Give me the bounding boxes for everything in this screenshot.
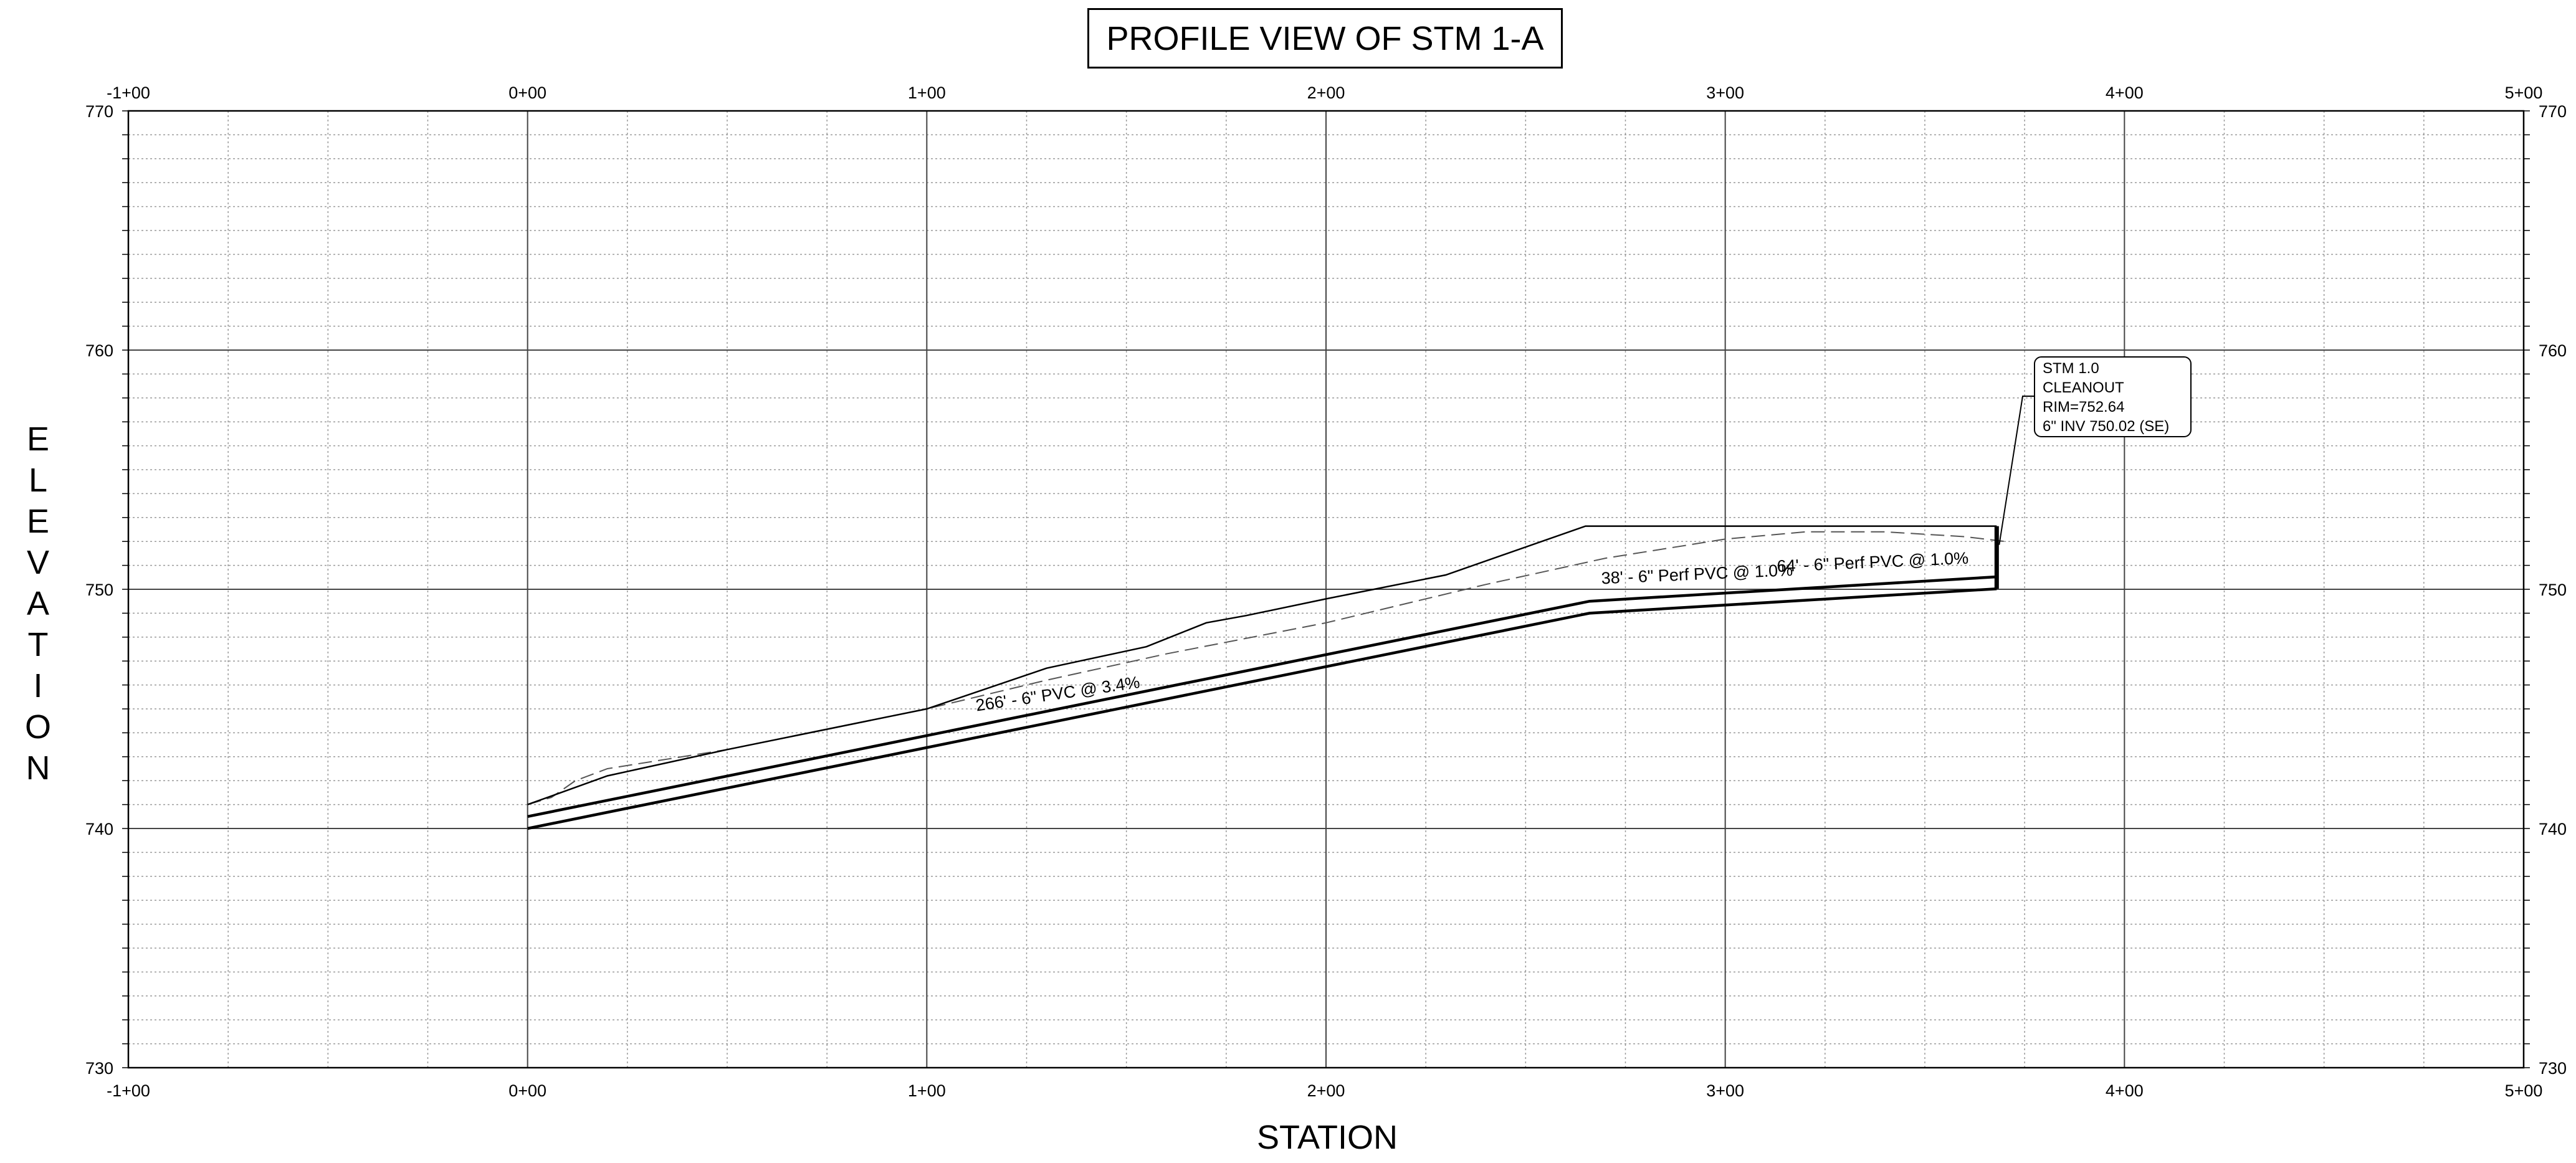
y-tick-label-left: 770 xyxy=(85,102,113,121)
x-tick-label-top: 4+00 xyxy=(2106,83,2144,102)
pipe-label-perf-64: 64' - 6" Perf PVC @ 1.0% xyxy=(1777,549,1969,576)
y-axis-title-letter: T xyxy=(27,626,49,663)
x-tick-label-top: -1+00 xyxy=(107,83,150,102)
pipe-top-line xyxy=(527,575,1997,819)
x-axis-title: STATION xyxy=(1257,1119,1398,1156)
x-tick-label-bottom: 2+00 xyxy=(1307,1081,1345,1100)
callout-line: 6" INV 750.02 (SE) xyxy=(2043,418,2170,435)
y-axis-title-letter: V xyxy=(26,544,50,581)
x-tick-label-top: 2+00 xyxy=(1307,83,1345,102)
plot-frame xyxy=(127,110,2525,1069)
y-tick-label-right: 740 xyxy=(2539,820,2567,838)
y-tick-label-left: 740 xyxy=(85,820,113,838)
y-axis-title-letter: N xyxy=(26,749,50,787)
callout-line: RIM=752.64 xyxy=(2043,399,2125,415)
y-tick-label-left: 760 xyxy=(85,341,113,360)
pipe-invert-line xyxy=(527,587,1997,830)
x-tick-label-top: 3+00 xyxy=(1706,83,1744,102)
x-tick-label-bottom: 1+00 xyxy=(908,1081,946,1100)
x-tick-label-top: 1+00 xyxy=(908,83,946,102)
x-tick-label-bottom: -1+00 xyxy=(107,1081,150,1100)
existing-ground-dashed-line xyxy=(527,531,2005,805)
x-tick-label-bottom: 3+00 xyxy=(1706,1081,1744,1100)
x-tick-label-bottom: 4+00 xyxy=(2106,1081,2144,1100)
structure-callout: STM 1.0 CLEANOUT RIM=752.64 6" INV 750.0… xyxy=(2034,356,2192,437)
y-axis-title-letter: E xyxy=(26,503,50,540)
y-axis-title-letter: O xyxy=(24,708,51,746)
callout-line: CLEANOUT xyxy=(2043,379,2124,396)
y-tick-label-right: 770 xyxy=(2539,102,2567,121)
y-tick-label-left: 730 xyxy=(85,1059,113,1078)
pipe-label-perf-38: 38' - 6" Perf PVC @ 1.0% xyxy=(1601,561,1793,587)
x-tick-label-top: 5+00 xyxy=(2505,83,2543,102)
callout-leader xyxy=(1998,396,2034,545)
y-axis-title-letter: I xyxy=(33,667,43,705)
callout-line: STM 1.0 xyxy=(2043,360,2099,377)
y-tick-label-right: 760 xyxy=(2539,341,2567,360)
y-axis-title-letter: A xyxy=(26,585,50,622)
x-tick-label-bottom: 0+00 xyxy=(508,1081,546,1100)
y-axis-title-letter: E xyxy=(26,420,50,458)
y-tick-label-left: 750 xyxy=(85,581,113,599)
y-tick-label-right: 730 xyxy=(2539,1059,2567,1078)
proposed-grade-line xyxy=(527,525,1997,805)
y-axis-title-letter: L xyxy=(28,462,48,499)
x-tick-label-top: 0+00 xyxy=(508,83,546,102)
x-tick-label-bottom: 5+00 xyxy=(2505,1081,2543,1100)
profile-title: PROFILE VIEW OF STM 1-A xyxy=(1087,8,1563,69)
y-tick-label-right: 750 xyxy=(2539,581,2567,599)
